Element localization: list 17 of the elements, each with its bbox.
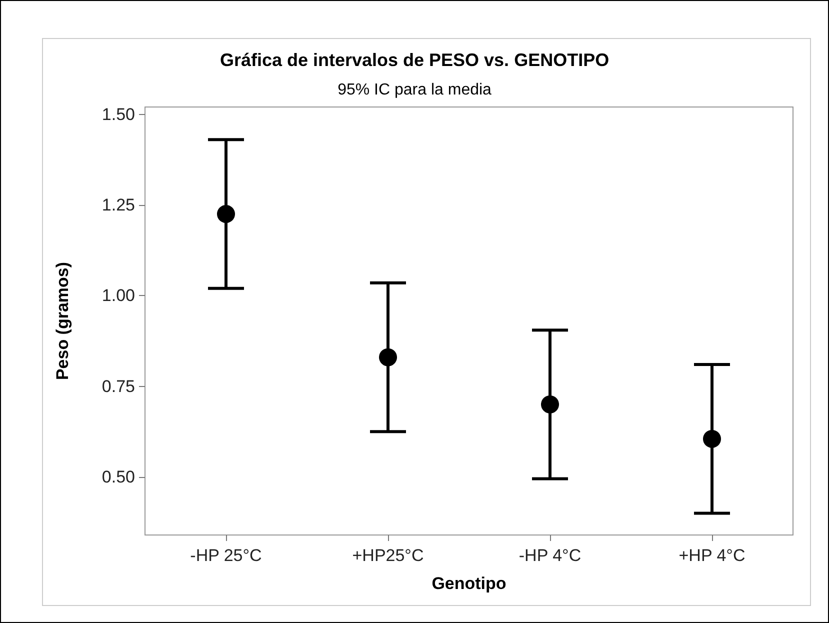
y-axis-title: Peso (gramos) <box>53 262 72 380</box>
y-tick-label: 1.50 <box>102 104 135 124</box>
point <box>541 395 559 414</box>
y-tick-label: 0.75 <box>102 376 135 396</box>
x-axis-title: Genotipo <box>432 574 506 593</box>
x-tick-label: -HP 25°C <box>190 546 262 565</box>
point <box>379 348 397 366</box>
point <box>703 430 721 448</box>
x-tick-label: +HP 4°C <box>678 546 746 565</box>
x-tick-label: -HP 4°C <box>518 546 582 565</box>
y-tick-label: 1.25 <box>102 195 135 214</box>
point <box>217 205 235 223</box>
y-tick-label: 0.50 <box>102 467 135 486</box>
y-tick-label: 1.00 <box>102 286 135 306</box>
x-tick-label: +HP25°C <box>352 546 424 565</box>
chart-title: Gráfica de intervalos de PESO vs. GENOTIPO <box>220 50 610 70</box>
chart-subtitle: 95% IC para la media <box>338 82 492 98</box>
